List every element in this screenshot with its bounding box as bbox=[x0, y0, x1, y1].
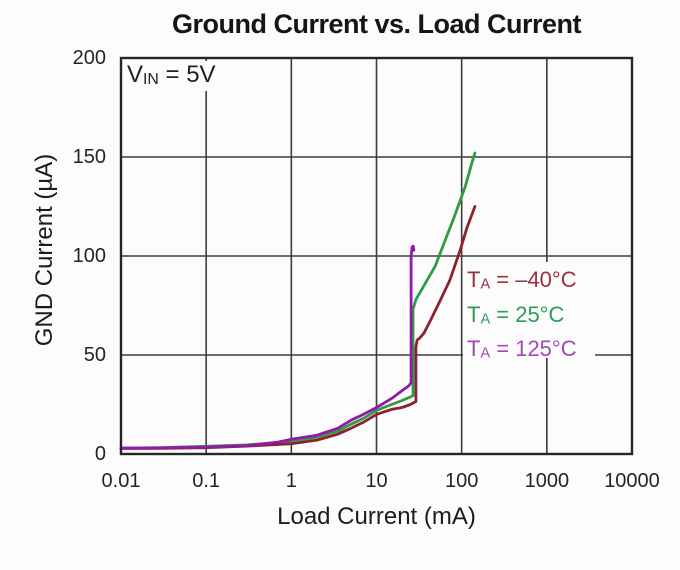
curve-ta-125c bbox=[119, 244, 416, 450]
legend: TA = –40°C TA = 25°C TA = 125°C bbox=[463, 262, 595, 362]
vin-annotation: VIN = 5V bbox=[125, 61, 222, 91]
x-tick-10: 10 bbox=[365, 470, 388, 492]
chart-title: Ground Current vs. Load Current bbox=[171, 9, 582, 39]
annotation-subscript: IN bbox=[143, 70, 159, 88]
x-axis-label: Load Current (mA) bbox=[277, 503, 476, 530]
x-tick-10000: 10000 bbox=[604, 470, 660, 492]
y-tick-50: 50 bbox=[83, 344, 106, 366]
y-tick-200: 200 bbox=[72, 47, 106, 69]
y-tick-100: 100 bbox=[72, 245, 106, 267]
y-axis-label: GND Current (µA) bbox=[31, 153, 58, 347]
x-tick-0.01: 0.01 bbox=[101, 470, 141, 492]
x-tick-1000: 1000 bbox=[524, 470, 570, 492]
plot-frame bbox=[119, 56, 634, 456]
legend-entry-ta-minus40c: TA = –40°C bbox=[467, 267, 577, 293]
legend-entry-ta-125c: TA = 125°C bbox=[467, 336, 577, 363]
legend-entry-ta-25c: TA = 25°C bbox=[467, 301, 565, 328]
y-tick-0: 0 bbox=[94, 443, 106, 465]
curve-ta-25c bbox=[119, 151, 477, 450]
y-tick-150: 150 bbox=[72, 146, 106, 168]
annotation-value: = 5V bbox=[158, 61, 216, 88]
annotation-var: V bbox=[127, 61, 144, 88]
x-tick-0.1: 0.1 bbox=[192, 470, 221, 492]
x-tick-1: 1 bbox=[285, 470, 297, 492]
x-tick-100: 100 bbox=[444, 470, 479, 492]
curve-ta-minus40c bbox=[119, 205, 477, 450]
